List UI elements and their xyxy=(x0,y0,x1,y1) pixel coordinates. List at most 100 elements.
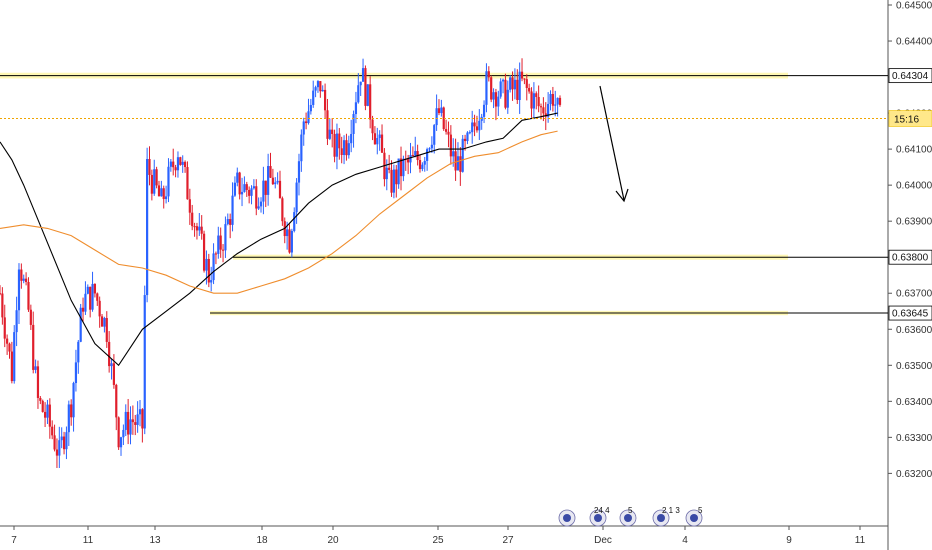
candle-body xyxy=(117,417,120,448)
candle-body xyxy=(131,419,134,423)
candle-body xyxy=(335,133,339,157)
candle-body xyxy=(169,161,172,167)
candle-body xyxy=(91,283,94,310)
candle-body xyxy=(217,235,220,254)
candle-body xyxy=(326,110,329,139)
candle-body xyxy=(157,185,161,197)
candle-body xyxy=(119,437,123,448)
candle-body xyxy=(530,91,533,109)
candle-body xyxy=(112,363,115,385)
candle-body xyxy=(48,404,51,427)
candle-body xyxy=(36,366,40,398)
candle-body xyxy=(307,111,310,124)
candle-body xyxy=(428,148,431,150)
candle-body xyxy=(226,219,229,225)
candle-body xyxy=(238,172,241,195)
candle-body xyxy=(212,253,215,281)
candle-body xyxy=(528,87,531,92)
candle-body xyxy=(547,103,550,117)
candle-body xyxy=(219,235,222,250)
candle-body xyxy=(473,122,476,127)
candle-body xyxy=(501,79,505,82)
candle-body xyxy=(331,129,334,135)
candle-body xyxy=(188,199,191,213)
candle-body xyxy=(456,156,460,171)
candle-body xyxy=(62,436,66,450)
candle-body xyxy=(160,188,163,197)
candle-body xyxy=(200,226,203,234)
candle-body xyxy=(523,78,526,80)
candle-body xyxy=(433,125,436,145)
candle-body xyxy=(108,341,111,367)
candle-body xyxy=(342,140,346,156)
candle-body xyxy=(309,104,312,112)
candle-body xyxy=(248,189,251,196)
candle-body xyxy=(482,104,486,117)
candle-body xyxy=(340,148,343,156)
candle-body xyxy=(172,161,175,168)
price-tick-label: 0.63400 xyxy=(896,397,932,408)
candle-body xyxy=(51,426,54,436)
candle-body xyxy=(124,411,127,430)
candle-body xyxy=(549,93,552,104)
time-tick-label: 9 xyxy=(786,535,792,546)
candle-body xyxy=(89,286,92,310)
candle-body xyxy=(98,300,101,317)
candle-body xyxy=(376,138,379,145)
candle-body xyxy=(314,87,317,91)
candle-body xyxy=(454,151,457,171)
candle-body xyxy=(181,161,184,165)
candle-body xyxy=(207,258,210,283)
price-tick-label: 0.63900 xyxy=(896,217,932,228)
candle-body xyxy=(395,169,398,185)
candle-body xyxy=(276,180,279,183)
candle-body xyxy=(288,229,291,253)
candle-body xyxy=(392,169,395,193)
candle-body xyxy=(359,81,362,86)
candle-body xyxy=(449,134,452,157)
candle-body xyxy=(409,154,412,163)
candle-body xyxy=(513,79,517,90)
candle-body xyxy=(1,293,4,318)
candle-body xyxy=(193,226,196,228)
candle-body xyxy=(74,362,78,384)
candle-body xyxy=(297,161,301,183)
candle-body xyxy=(478,120,481,131)
candle-body xyxy=(210,280,213,283)
candle-body xyxy=(509,77,512,90)
candle-body xyxy=(17,269,21,311)
candle-body xyxy=(8,343,11,352)
time-tick-label: 27 xyxy=(502,535,514,546)
candle-body xyxy=(364,68,367,106)
candle-body xyxy=(148,159,151,175)
candle-body xyxy=(378,134,381,139)
candle-body xyxy=(179,157,182,165)
candle-body xyxy=(487,71,490,78)
candle-body xyxy=(442,107,445,130)
candle-body xyxy=(129,419,132,435)
candle-body xyxy=(6,338,9,344)
candle-body xyxy=(39,397,42,401)
price-tick-label: 0.63600 xyxy=(896,325,932,336)
candle-body xyxy=(77,341,80,363)
candle-body xyxy=(402,158,405,177)
candle-body xyxy=(96,293,99,301)
candle-body xyxy=(471,122,474,133)
candle-body xyxy=(373,133,377,145)
candle-body xyxy=(281,198,284,222)
time-tick-label: 11 xyxy=(83,535,94,546)
candle-body xyxy=(86,286,89,294)
time-tick-label: 7 xyxy=(11,535,17,546)
candle-body xyxy=(243,184,246,192)
candle-body xyxy=(55,449,59,456)
candle-body xyxy=(558,97,562,105)
candle-body xyxy=(15,310,18,333)
candle-body xyxy=(516,79,519,101)
candle-body xyxy=(267,166,270,195)
candle-body xyxy=(0,293,2,295)
level-price-label: 0.63800 xyxy=(892,253,929,264)
candle-body xyxy=(554,104,557,106)
candle-body xyxy=(459,156,462,172)
candle-body xyxy=(295,182,298,213)
